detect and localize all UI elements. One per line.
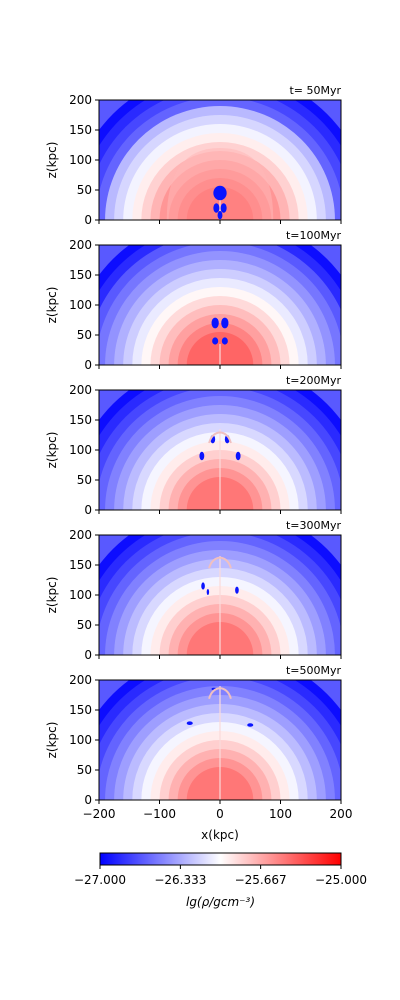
x-tick-label: 0 — [216, 807, 224, 821]
y-tick-label: 50 — [77, 183, 92, 197]
colorbar-tick-label: −26.333 — [154, 873, 206, 887]
time-label: t=500Myr — [286, 664, 342, 677]
y-tick-label: 200 — [69, 673, 92, 687]
bubble-blob — [199, 452, 204, 460]
x-tick-label: −200 — [83, 807, 116, 821]
y-tick-label: 100 — [69, 298, 92, 312]
bubble-blob — [222, 337, 228, 344]
bubble-blob — [221, 203, 227, 213]
bubble-blob — [212, 337, 218, 344]
x-tick-label: −100 — [143, 807, 176, 821]
y-tick-label: 150 — [69, 558, 92, 572]
colorbar-tick-label: −25.667 — [235, 873, 287, 887]
bubble-blob — [212, 318, 219, 329]
bubble-blob — [235, 587, 239, 594]
y-tick-label: 100 — [69, 733, 92, 747]
y-tick-label: 50 — [77, 763, 92, 777]
y-tick-label: 0 — [84, 503, 92, 517]
y-tick-label: 150 — [69, 123, 92, 137]
bubble-blob — [201, 582, 205, 589]
bubble-blob — [207, 589, 209, 595]
colorbar-tick-label: −25.000 — [315, 873, 367, 887]
y-tick-label: 100 — [69, 588, 92, 602]
colorbar: −27.000 −26.333 −25.667 −25.000 lg(ρ/gcm⁻³) — [74, 853, 367, 909]
colorbar-label: lg(ρ/gcm⁻³) — [186, 895, 255, 909]
time-label: t=200Myr — [286, 374, 342, 387]
time-label: t=100Myr — [286, 229, 342, 242]
y-tick-label: 100 — [69, 153, 92, 167]
x-tick-label: 100 — [269, 807, 292, 821]
y-tick-label: 0 — [84, 648, 92, 662]
bubble-blob — [213, 186, 226, 200]
y-tick-label: 150 — [69, 413, 92, 427]
bubble-blob — [213, 203, 219, 213]
bubble-blob — [247, 723, 253, 727]
y-tick-label: 200 — [69, 238, 92, 252]
y-tick-label: 0 — [84, 793, 92, 807]
y-axis-label: z(kpc) — [45, 432, 59, 469]
y-tick-label: 50 — [77, 328, 92, 342]
x-axis-label: x(kpc) — [201, 828, 239, 842]
colorbar-gradient — [100, 853, 341, 865]
y-tick-label: 0 — [84, 358, 92, 372]
y-tick-label: 50 — [77, 618, 92, 632]
y-tick-label: 0 — [84, 213, 92, 227]
bubble-blob — [236, 452, 241, 460]
panels-group: t= 50Myr 0 50 100 150 200 z(kpc) t=100Myr 0 50 100… — [45, 70, 371, 950]
bubble-blob — [187, 721, 193, 725]
time-label: t=300Myr — [286, 519, 342, 532]
y-tick-label: 50 — [77, 473, 92, 487]
y-tick-label: 150 — [69, 703, 92, 717]
y-axis-label: z(kpc) — [45, 142, 59, 179]
y-axis-label: z(kpc) — [45, 722, 59, 759]
colorbar-tick-label: −27.000 — [74, 873, 126, 887]
y-tick-label: 150 — [69, 268, 92, 282]
y-axis-label: z(kpc) — [45, 577, 59, 614]
y-tick-label: 200 — [69, 383, 92, 397]
y-tick-label: 100 — [69, 443, 92, 457]
x-tick-label: 200 — [330, 807, 353, 821]
y-tick-label: 200 — [69, 528, 92, 542]
y-tick-label: 200 — [69, 93, 92, 107]
y-axis-label: z(kpc) — [45, 287, 59, 324]
time-label: t= 50Myr — [289, 84, 341, 97]
bubble-blob — [218, 211, 223, 219]
bubble-blob — [221, 318, 228, 329]
